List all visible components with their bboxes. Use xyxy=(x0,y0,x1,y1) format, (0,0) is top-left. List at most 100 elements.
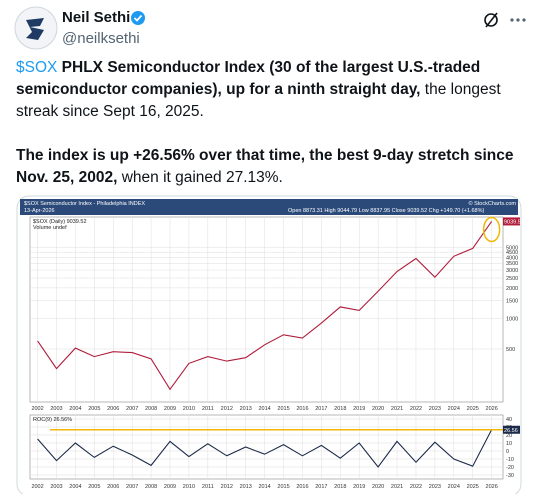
x-tick-label: 2017 xyxy=(315,406,327,412)
x-tick-label: 2019 xyxy=(353,484,365,490)
x-tick-label: 2012 xyxy=(221,484,233,490)
chart-image: $SOX Semiconductor Index - Philadelphia … xyxy=(20,199,524,490)
y-tick-label: 2500 xyxy=(506,276,518,282)
bold-text: The index is up +26.56% over that time, … xyxy=(16,147,514,186)
x-tick-label: 2015 xyxy=(277,406,289,412)
avatar-logo xyxy=(26,18,44,40)
verified-badge xyxy=(131,11,145,25)
x-tick-label: 2009 xyxy=(164,406,176,412)
y-tick-label: 4000 xyxy=(506,255,518,261)
bold-text: PHLX Semiconductor Index (30 of the larg… xyxy=(16,59,481,98)
highlight-circle xyxy=(482,216,501,243)
author-name[interactable]: Neil Sethi xyxy=(62,9,131,26)
cashtag[interactable]: $SOX xyxy=(16,59,58,76)
x-tick-label: 2003 xyxy=(50,406,62,412)
x-tick-label: 2021 xyxy=(391,484,403,490)
y-tick-label: 1500 xyxy=(506,299,518,305)
x-tick-label: 2016 xyxy=(296,406,308,412)
grok-icon-slash xyxy=(485,12,498,28)
x-tick-label: 2002 xyxy=(31,406,43,412)
x-tick-label: 2008 xyxy=(145,484,157,490)
x-tick-label: 2019 xyxy=(353,406,365,412)
chart-credit: © StockCharts.com xyxy=(469,200,517,207)
y-tick-label: -20 xyxy=(506,465,514,471)
text: when it gained 27.13%. xyxy=(121,169,283,186)
y-tick-label: -30 xyxy=(506,473,514,479)
x-tick-label: 2006 xyxy=(107,484,119,490)
x-tick-label: 2026 xyxy=(486,484,498,490)
y-tick-label: 1000 xyxy=(506,316,518,322)
x-tick-label: 2007 xyxy=(126,484,138,490)
x-tick-label: 2021 xyxy=(391,406,403,412)
x-tick-label: 2010 xyxy=(183,406,195,412)
y-tick-label: 5000 xyxy=(506,246,518,252)
y-tick-label: 500 xyxy=(506,347,515,353)
x-tick-label: 2016 xyxy=(296,484,308,490)
x-tick-label: 2020 xyxy=(372,406,384,412)
y-tick-label: -10 xyxy=(506,457,514,463)
verified-check xyxy=(133,14,143,22)
x-tick-label: 2020 xyxy=(372,484,384,490)
x-tick-label: 2010 xyxy=(183,484,195,490)
x-tick-label: 2024 xyxy=(448,406,460,412)
y-tick-label: 20 xyxy=(506,433,512,439)
y-tick-label: 4500 xyxy=(506,250,518,256)
x-tick-label: 2004 xyxy=(69,484,81,490)
last-value-label: 9039.52 xyxy=(504,219,524,225)
y-tick-label: 40 xyxy=(506,417,512,423)
x-tick-label: 2018 xyxy=(334,484,346,490)
x-tick-label: 2014 xyxy=(258,406,270,412)
chart-note: Volume undef xyxy=(33,225,67,231)
x-tick-label: 2025 xyxy=(467,484,479,490)
grok-icon[interactable] xyxy=(484,13,498,27)
x-tick-label: 2011 xyxy=(202,406,214,412)
x-tick-label: 2022 xyxy=(410,406,422,412)
x-tick-label: 2015 xyxy=(277,484,289,490)
x-tick-label: 2005 xyxy=(88,484,100,490)
y-tick-label: 3000 xyxy=(506,268,518,274)
legend-entry: ROC(9) 26.56% xyxy=(33,417,72,423)
x-tick-label: 2011 xyxy=(202,484,214,490)
avatar[interactable] xyxy=(14,6,58,50)
x-tick-label: 2013 xyxy=(240,484,252,490)
last-value-box xyxy=(503,425,520,434)
paragraph: $SOX PHLX Semiconductor Index (30 of the… xyxy=(16,57,516,123)
x-tick-label: 2024 xyxy=(448,484,460,490)
plot-area xyxy=(29,216,504,403)
chart-title: $SOX Semiconductor Index - Philadelphia … xyxy=(24,201,145,207)
chart-quote: Open 8873.31 High 9044.79 Low 8837.95 Cl… xyxy=(288,208,484,214)
last-value-label: 26.56 xyxy=(504,428,518,434)
y-tick-label: 0 xyxy=(506,449,509,455)
legend-entry: $SOX (Daily) 9039.52 xyxy=(33,219,87,225)
plot-area xyxy=(29,414,504,480)
chart-header xyxy=(20,199,518,215)
paragraph: The index is up +26.56% over that time, … xyxy=(16,145,516,189)
chart-date: 13-Apr-2026 xyxy=(24,208,55,214)
x-tick-label: 2014 xyxy=(258,484,270,490)
x-tick-label: 2025 xyxy=(467,406,479,412)
x-tick-label: 2004 xyxy=(69,406,81,412)
y-tick-label: 2000 xyxy=(506,286,518,292)
series-line xyxy=(37,221,493,391)
x-tick-label: 2009 xyxy=(164,484,176,490)
x-tick-label: 2002 xyxy=(31,484,43,490)
author-handle[interactable]: @neilksethi xyxy=(62,30,140,47)
x-tick-label: 2003 xyxy=(50,484,62,490)
last-value-box xyxy=(503,217,520,226)
more-menu[interactable] xyxy=(510,18,526,22)
x-tick-label: 2007 xyxy=(126,406,138,412)
x-tick-label: 2008 xyxy=(145,406,157,412)
x-tick-label: 2023 xyxy=(429,484,441,490)
x-tick-label: 2023 xyxy=(429,406,441,412)
x-tick-label: 2013 xyxy=(240,406,252,412)
series-line xyxy=(37,429,493,468)
y-tick-label: 3500 xyxy=(506,261,518,267)
x-tick-label: 2017 xyxy=(315,484,327,490)
x-tick-label: 2022 xyxy=(410,484,422,490)
x-tick-label: 2026 xyxy=(486,406,498,412)
text: the longest streak since Sept 16, 2025. xyxy=(16,81,501,120)
x-tick-label: 2018 xyxy=(334,406,346,412)
y-tick-label: 10 xyxy=(506,441,512,447)
